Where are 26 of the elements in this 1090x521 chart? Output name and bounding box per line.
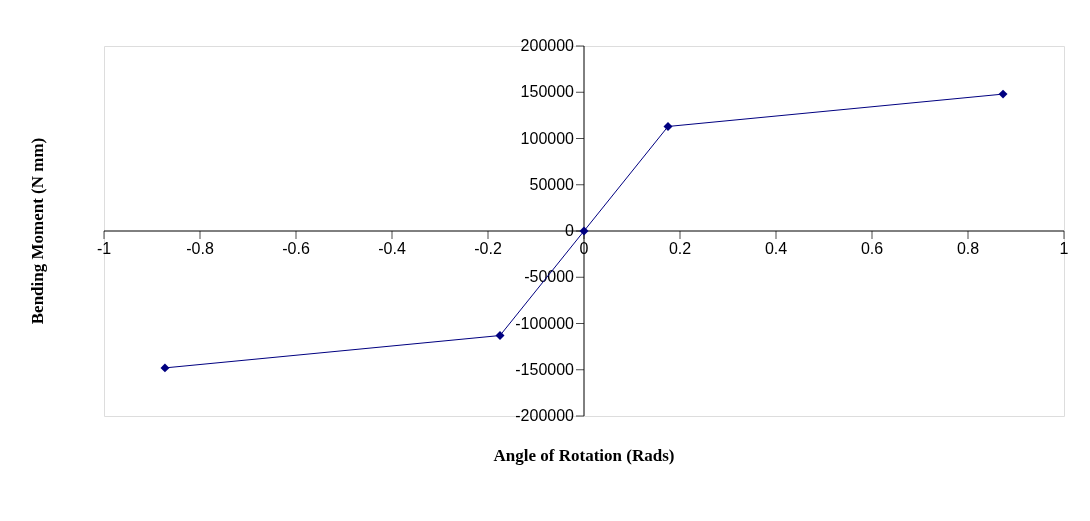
x-tick-label: 0.8 (956, 240, 980, 257)
y-axis-title: Bending Moment (N mm) (28, 137, 47, 325)
x-tick-label: -1 (96, 240, 112, 257)
x-tick-label: -0.8 (186, 240, 214, 257)
y-tick-label: -100000 (515, 314, 575, 332)
point (160, 363, 170, 373)
y-tick-label: 200000 (520, 37, 575, 54)
x-tick-label: 0.4 (764, 240, 788, 257)
x-tick-label: 0 (579, 240, 589, 257)
y-tick-label: -150000 (515, 360, 575, 378)
y-tick-label: 100000 (520, 129, 575, 147)
point (998, 89, 1008, 99)
y-tick-label: 0 (565, 222, 575, 239)
x-tick-label: -0.2 (474, 240, 502, 257)
x-tick-label: 1 (1059, 240, 1069, 257)
x-axis-title: Angle of Rotation (Rads) (493, 446, 675, 465)
y-tick-label: -200000 (515, 407, 575, 424)
x-tick-label: 0.6 (860, 240, 884, 257)
x-tick-label: -0.4 (378, 240, 406, 257)
y-tick-label: 150000 (520, 83, 575, 101)
y-tick-label: -50000 (524, 268, 575, 286)
point (663, 122, 673, 131)
point (579, 226, 589, 236)
x-tick-label: -0.6 (282, 240, 310, 257)
y-tick-label: 50000 (529, 175, 575, 193)
x-tick-label: 0.2 (668, 240, 692, 257)
